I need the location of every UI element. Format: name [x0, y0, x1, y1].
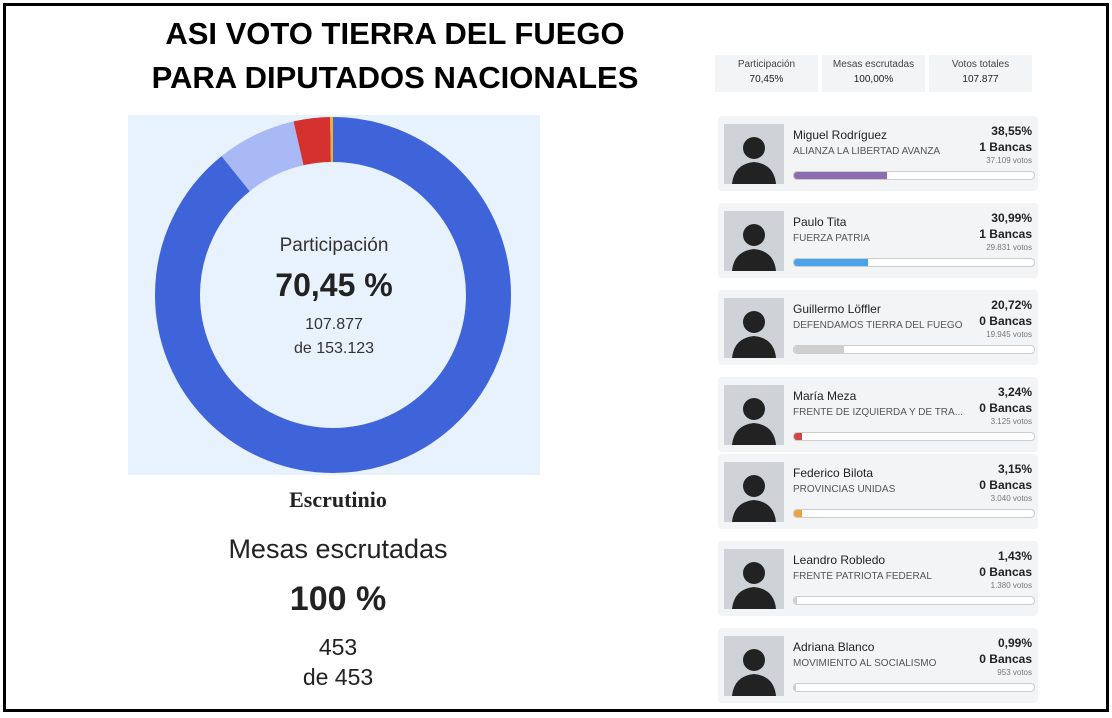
stat-box: Mesas escrutadas 100,00% [822, 55, 925, 92]
progress-track [793, 596, 1035, 605]
candidate-votes: 37.109 votos [986, 156, 1032, 165]
candidate-seats: 1 Bancas [979, 227, 1032, 241]
progress-bar [794, 259, 869, 266]
scrutiny-title: Escrutinio [289, 487, 387, 512]
candidate-seats: 1 Bancas [979, 140, 1032, 154]
candidate-votes: 3.040 votos [990, 494, 1032, 503]
candidate-card: Leandro Robledo FRENTE PATRIOTA FEDERAL 1,… [718, 541, 1038, 616]
candidate-party: ALIANZA LA LIBERTAD AVANZA [793, 146, 941, 157]
candidate-party: FRENTE PATRIOTA FEDERAL [793, 571, 932, 582]
candidate-name: Adriana Blanco [793, 640, 875, 654]
stat-box: Votos totales 107.877 [929, 55, 1032, 92]
scrutiny-count: 453 [318, 634, 358, 660]
stat-value: 100,00% [853, 74, 894, 85]
candidate-votes: 19.945 votos [986, 330, 1032, 339]
candidate-party: MOVIMIENTO AL SOCIALISMO [793, 658, 937, 669]
progress-track [793, 509, 1035, 518]
frame [3, 3, 1109, 712]
progress-track [793, 171, 1035, 180]
progress-track [793, 258, 1035, 267]
candidate-party: DEFENDAMOS TIERRA DEL FUEGO [793, 320, 963, 331]
candidate-photo [724, 636, 784, 696]
donut-segment [155, 117, 511, 473]
candidate-photo [724, 385, 784, 445]
candidate-seats: 0 Bancas [979, 565, 1032, 579]
stat-label: Votos totales [951, 59, 1010, 70]
stat-label: Participación [737, 59, 796, 70]
candidate-percent: 20,72% [991, 298, 1032, 312]
candidate-percent: 3,24% [997, 385, 1032, 399]
candidate-percent: 1,43% [997, 549, 1032, 563]
candidate-name: Paulo Tita [793, 215, 847, 229]
candidate-card: María Meza FRENTE DE IZQUIERDA Y DE TRA..… [718, 377, 1038, 452]
donut-chart [155, 117, 511, 473]
candidate-photo [724, 298, 784, 358]
candidate-percent: 0,99% [997, 636, 1032, 650]
scrutiny-of: de 453 [302, 664, 374, 690]
donut-panel: Participación 70,45 % 107.877 de 153.123 [128, 115, 540, 475]
stat-label: Mesas escrutadas [832, 59, 915, 70]
stat-box: Participación 70,45% [715, 55, 818, 92]
candidate-name: Guillermo Löffler [793, 302, 881, 316]
candidate-party: FUERZA PATRIA [793, 233, 870, 244]
candidate-photo [724, 462, 784, 522]
scrutiny-percent: 100 % [289, 580, 387, 618]
candidate-card: Adriana Blanco MOVIMIENTO AL SOCIALISMO 0,… [718, 628, 1038, 703]
donut-percent: 70,45 % [275, 267, 393, 303]
title-line: PARA DIPUTADOS NACIONALES [151, 60, 639, 95]
progress-track [793, 345, 1035, 354]
donut-votes: 107.877 [305, 316, 363, 333]
progress-bar [794, 433, 802, 440]
candidate-card: Paulo Tita FUERZA PATRIA 30,99% 1 Bancas 29.… [718, 203, 1038, 278]
progress-track [793, 683, 1035, 692]
candidate-photo [724, 124, 784, 184]
candidate-name: Federico Bilota [793, 466, 874, 480]
scrutiny-label: Mesas escrutadas [228, 534, 448, 564]
donut-of: de 153.123 [293, 340, 375, 357]
progress-bar [794, 510, 802, 517]
candidate-card: Federico Bilota PROVINCIAS UNIDAS 3,15% 0 B… [718, 454, 1038, 529]
candidate-votes: 29.831 votos [986, 243, 1032, 252]
progress-bar [794, 597, 798, 604]
progress-bar [794, 684, 797, 691]
candidate-photo [724, 211, 784, 271]
candidate-seats: 0 Bancas [979, 314, 1032, 328]
stat-value: 107.877 [962, 74, 999, 85]
candidate-photo [724, 549, 784, 609]
donut-label: Participación [279, 235, 389, 256]
progress-track [793, 432, 1035, 441]
candidate-seats: 0 Bancas [979, 478, 1032, 492]
candidate-party: FRENTE DE IZQUIERDA Y DE TRA... [793, 407, 964, 418]
candidate-card: Miguel Rodríguez ALIANZA LA LIBERTAD AVAN… [718, 116, 1038, 191]
candidate-votes: 3.125 votos [990, 417, 1032, 426]
candidate-votes: 1.380 votos [990, 581, 1032, 590]
candidate-name: Leandro Robledo [793, 553, 886, 567]
candidate-card: Guillermo Löffler DEFENDAMOS TIERRA DEL F… [718, 290, 1038, 365]
progress-bar [794, 346, 844, 353]
candidate-percent: 3,15% [997, 462, 1032, 476]
candidate-name: María Meza [793, 389, 857, 403]
candidate-votes: 953 votos [997, 668, 1032, 677]
progress-bar [794, 172, 887, 179]
candidate-seats: 0 Bancas [979, 401, 1032, 415]
candidate-seats: 0 Bancas [979, 652, 1032, 666]
candidate-percent: 30,99% [991, 211, 1032, 225]
candidate-party: PROVINCIAS UNIDAS [793, 484, 896, 495]
stat-value: 70,45% [749, 74, 784, 85]
candidate-percent: 38,55% [991, 124, 1032, 138]
title-line: ASI VOTO TIERRA DEL FUEGO [165, 16, 625, 51]
candidate-name: Miguel Rodríguez [793, 128, 888, 142]
